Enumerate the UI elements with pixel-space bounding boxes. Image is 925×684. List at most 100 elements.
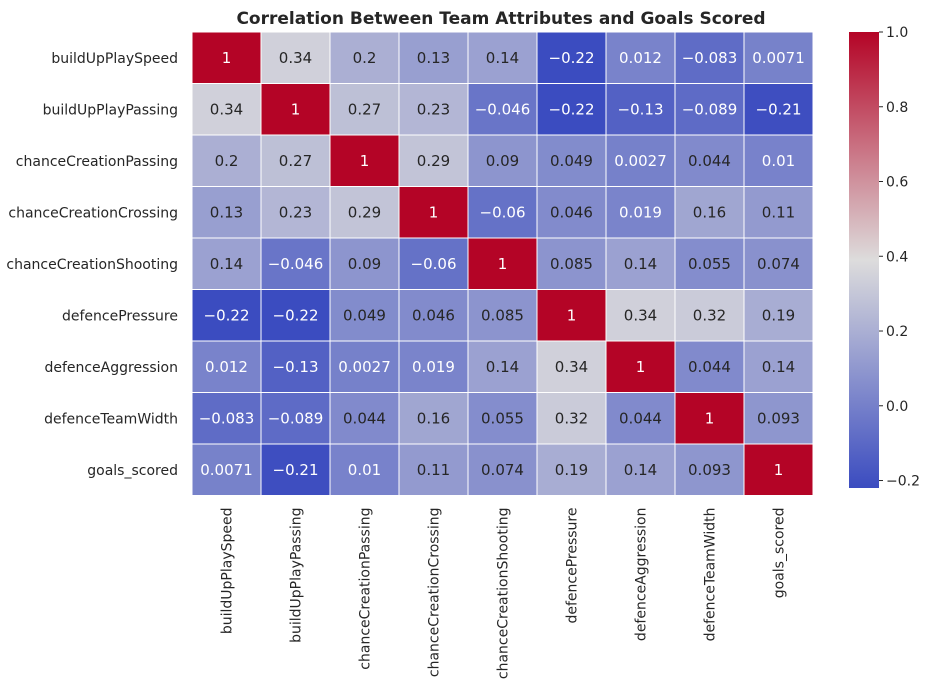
cell-value-label: −0.22	[273, 306, 319, 324]
cell-value-label: 1	[774, 461, 784, 479]
cell-value-label: 0.19	[555, 461, 588, 479]
cell-value-label: 0.044	[619, 409, 662, 427]
cell-value-label: −0.21	[273, 461, 319, 479]
heatmap-cell	[191, 443, 262, 496]
heatmap-cell	[605, 443, 676, 496]
heatmap-cell	[329, 289, 400, 342]
cell-value-label: −0.046	[268, 255, 324, 273]
heatmap-cell	[536, 31, 607, 84]
cell-value-label: 0.29	[417, 152, 450, 170]
cell-value-label: 0.34	[555, 358, 588, 376]
cell-value-label: 0.32	[693, 306, 726, 324]
heatmap-cell	[467, 443, 538, 496]
heatmap-cell	[329, 31, 400, 84]
heatmap-cell	[329, 443, 400, 496]
colorbar: 1.0 0.8 0.6 0.4 0.2 0.0 −0.2	[849, 25, 920, 490]
chart-title: Correlation Between Team Attributes and …	[236, 9, 765, 29]
column-tick-label: buildUpPlaySpeed	[220, 508, 236, 635]
heatmap-cell	[743, 289, 814, 342]
colorbar-gradient	[849, 32, 879, 488]
cell-value-label: 0.14	[486, 49, 519, 67]
cell-value-label: 0.34	[210, 100, 243, 118]
cell-value-label: 0.34	[279, 49, 312, 67]
column-tick-label: defenceAggression	[634, 508, 650, 642]
colorbar-tick-label: 0.2	[886, 324, 908, 340]
cell-value-label: −0.083	[199, 409, 255, 427]
row-tick-label: chanceCreationCrossing	[8, 205, 178, 221]
column-tick-label: defencePressure	[565, 508, 581, 624]
heatmap-cell	[260, 443, 331, 496]
colorbar-tick-label: 0.0	[886, 399, 908, 415]
cell-value-label: 0.16	[417, 409, 450, 427]
cell-value-label: 0.01	[762, 152, 795, 170]
cell-value-label: 0.14	[624, 255, 657, 273]
heatmap-cell	[260, 134, 331, 187]
heatmap-cell	[191, 134, 262, 187]
cell-value-label: 0.13	[210, 203, 243, 221]
cell-value-label: 1	[498, 255, 508, 273]
heatmap-cell	[536, 237, 607, 290]
column-tick-label: chanceCreationShooting	[496, 508, 512, 680]
heatmap-cell	[674, 83, 745, 136]
heatmap-grid: 1 0.34 0.2 0.13 0.14 −0.22 0.012 −0.083 0.0071 0.…	[191, 31, 814, 496]
row-tick-label: chanceCreationPassing	[16, 154, 178, 170]
cell-value-label: −0.22	[549, 100, 595, 118]
cell-value-label: 0.34	[624, 306, 657, 324]
heatmap-cell	[467, 289, 538, 342]
cell-value-label: 1	[429, 203, 439, 221]
heatmap-cell	[743, 443, 814, 496]
heatmap-cell	[191, 289, 262, 342]
cell-value-label: 1	[222, 49, 232, 67]
heatmap-cell	[191, 31, 262, 84]
cell-value-label: 0.046	[550, 203, 593, 221]
cell-value-label: 1	[705, 409, 715, 427]
column-tick-labels: buildUpPlaySpeed buildUpPlayPassing chance…	[220, 508, 788, 680]
column-tick-label: chanceCreationPassing	[358, 508, 374, 670]
heatmap-cell	[398, 237, 469, 290]
cell-value-label: 1	[291, 100, 301, 118]
cell-value-label: 0.019	[412, 358, 455, 376]
heatmap-cell	[605, 83, 676, 136]
heatmap-cell	[536, 289, 607, 342]
cell-value-label: 0.0071	[200, 461, 253, 479]
cell-value-label: 0.27	[348, 100, 381, 118]
column-tick-label: chanceCreationCrossing	[427, 508, 443, 678]
cell-value-label: 0.23	[417, 100, 450, 118]
cell-value-label: 0.2	[215, 152, 239, 170]
cell-value-label: 0.044	[688, 152, 731, 170]
heatmap-cell	[467, 83, 538, 136]
column-tick-label: buildUpPlayPassing	[289, 508, 305, 643]
heatmap-cell	[398, 186, 469, 239]
cell-value-label: 0.012	[619, 49, 662, 67]
colorbar-tick-label: 0.8	[886, 100, 908, 116]
cell-value-label: −0.083	[682, 49, 738, 67]
cell-value-label: 0.13	[417, 49, 450, 67]
row-tick-label: buildUpPlaySpeed	[51, 51, 178, 67]
cell-value-label: 0.0027	[614, 152, 667, 170]
heatmap-cell	[191, 237, 262, 290]
heatmap-cell	[398, 289, 469, 342]
column-tick-label: goals_scored	[772, 508, 788, 599]
heatmap-cell	[674, 31, 745, 84]
heatmap-cell	[260, 289, 331, 342]
cell-value-label: −0.21	[756, 100, 802, 118]
cell-value-label: 0.27	[279, 152, 312, 170]
cell-value-label: 0.29	[348, 203, 381, 221]
heatmap-cell	[329, 134, 400, 187]
cell-value-label: 0.093	[757, 409, 800, 427]
cell-value-label: 0.055	[481, 409, 524, 427]
cell-value-label: 0.019	[619, 203, 662, 221]
cell-value-label: 0.16	[693, 203, 726, 221]
heatmap-cell	[398, 392, 469, 445]
cell-value-label: −0.046	[475, 100, 531, 118]
cell-value-label: 0.2	[353, 49, 377, 67]
cell-value-label: 0.055	[688, 255, 731, 273]
cell-value-label: −0.22	[549, 49, 595, 67]
cell-value-label: 0.14	[210, 255, 243, 273]
heatmap-cell	[191, 340, 262, 393]
cell-value-label: 0.19	[762, 306, 795, 324]
cell-value-label: 0.074	[481, 461, 524, 479]
cell-value-label: 0.046	[412, 306, 455, 324]
heatmap-cell	[467, 340, 538, 393]
row-tick-label: defenceAggression	[44, 360, 178, 376]
